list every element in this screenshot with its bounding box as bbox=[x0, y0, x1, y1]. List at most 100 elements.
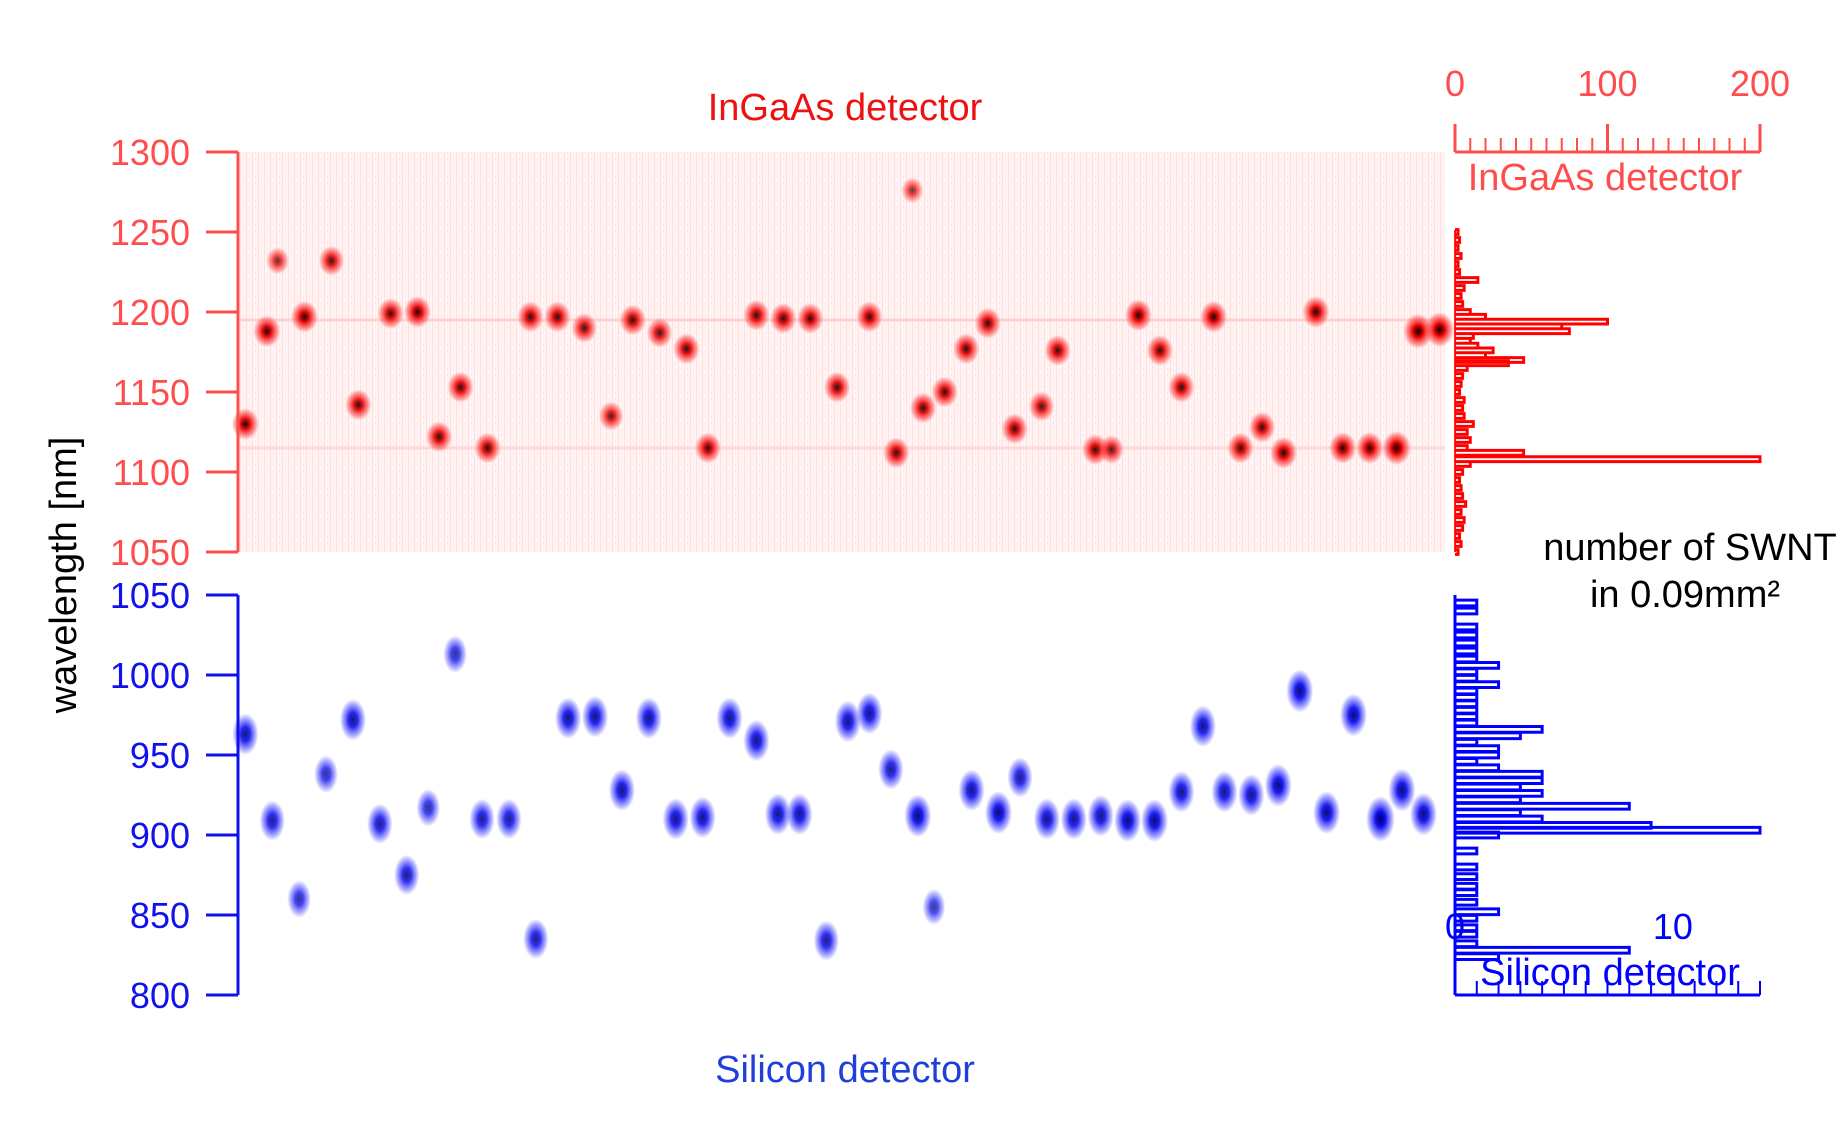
spectral-spot bbox=[1270, 436, 1298, 469]
spectral-spot bbox=[403, 296, 432, 328]
ingaas-histogram-line bbox=[1455, 228, 1762, 556]
spectral-spot bbox=[662, 798, 689, 840]
spectral-spot bbox=[1146, 334, 1174, 366]
spectral-spot bbox=[253, 315, 281, 348]
spectral-spot bbox=[910, 392, 937, 424]
spectral-spot bbox=[1365, 796, 1395, 842]
spectral-spot bbox=[377, 298, 404, 330]
spectral-spot bbox=[856, 301, 883, 333]
spectral-spot bbox=[554, 697, 582, 740]
spectral-spot bbox=[1382, 431, 1412, 465]
spectral-spot bbox=[1168, 371, 1195, 403]
spectral-spot bbox=[764, 793, 792, 836]
spectral-spot bbox=[856, 692, 883, 735]
count-label-line2: in 0.09mm² bbox=[1590, 574, 1780, 616]
spectral-spot bbox=[1329, 432, 1357, 464]
spectral-spot bbox=[266, 247, 290, 275]
y-axis-label: wavelength [nm] bbox=[43, 437, 85, 715]
y-tick-label: 1050 bbox=[110, 575, 190, 616]
spectral-spot bbox=[883, 437, 910, 469]
ingaas-title: InGaAs detector bbox=[708, 87, 983, 129]
spectral-spot bbox=[318, 245, 345, 276]
hist-tick-label: 100 bbox=[1577, 63, 1637, 104]
spectral-spot bbox=[1140, 799, 1169, 843]
spectral-spot bbox=[474, 432, 501, 464]
spectral-spot bbox=[469, 798, 495, 840]
spectral-spot bbox=[1238, 774, 1265, 816]
spectral-spot bbox=[1001, 413, 1028, 445]
spectral-spot bbox=[571, 313, 598, 343]
spectral-spot bbox=[797, 302, 824, 334]
silicon-histogram-line bbox=[1455, 598, 1762, 961]
spectral-spot bbox=[984, 791, 1013, 835]
spectral-spot bbox=[1313, 791, 1341, 835]
spectral-spot bbox=[287, 880, 312, 918]
spectral-spot bbox=[231, 408, 259, 440]
y-tick-label: 1300 bbox=[110, 132, 190, 173]
ingaas-heatmap bbox=[231, 152, 1455, 552]
y-tick-label: 1250 bbox=[110, 212, 190, 253]
silicon-histogram-label: Silicon detector bbox=[1480, 952, 1740, 994]
y-tick-label: 950 bbox=[130, 735, 190, 776]
y-tick-label: 1200 bbox=[110, 292, 190, 333]
spectral-spot bbox=[823, 371, 851, 403]
spectral-spot bbox=[619, 304, 646, 336]
spectral-spot bbox=[786, 793, 813, 836]
spectral-spot bbox=[581, 695, 609, 738]
spectral-spot bbox=[1248, 411, 1276, 443]
spectral-spot bbox=[1409, 792, 1438, 836]
spectral-spot bbox=[345, 389, 372, 421]
spectral-spot bbox=[1099, 435, 1124, 465]
spectral-spot bbox=[1087, 794, 1114, 837]
spectral-spot bbox=[1286, 669, 1314, 713]
spectral-spot bbox=[635, 697, 663, 740]
spectral-spot bbox=[447, 371, 474, 403]
hist-tick-label: 0 bbox=[1445, 63, 1465, 104]
spectral-spot bbox=[416, 788, 441, 827]
silicon-y-axis: 800 850 900 950 1000 1050 bbox=[110, 575, 240, 1016]
spectral-spot bbox=[394, 854, 420, 896]
spectral-spot bbox=[1033, 798, 1061, 840]
spectral-spot bbox=[958, 769, 985, 812]
spectral-spot bbox=[953, 333, 980, 365]
spectral-spot bbox=[901, 177, 924, 204]
y-tick-label: 900 bbox=[130, 815, 190, 856]
spectral-spot bbox=[598, 401, 624, 431]
ingaas-y-axis: 1050 1100 1150 1200 1250 1300 bbox=[110, 132, 240, 573]
spectral-spot bbox=[1044, 334, 1071, 366]
spectral-spot bbox=[1424, 312, 1455, 348]
ingaas-histogram-label: InGaAs detector bbox=[1468, 157, 1743, 199]
spectral-spot bbox=[878, 749, 904, 790]
spectral-spot bbox=[689, 796, 716, 839]
spectral-spot bbox=[694, 432, 722, 464]
spectral-spot bbox=[813, 920, 840, 961]
spectral-spot bbox=[523, 918, 549, 960]
spectral-spot bbox=[646, 317, 673, 348]
spectral-spot bbox=[770, 302, 797, 334]
spectral-spot bbox=[1211, 770, 1238, 813]
spectral-spot bbox=[496, 798, 522, 840]
count-label-line1: number of SWNT bbox=[1543, 527, 1837, 569]
spectral-spot bbox=[1227, 432, 1254, 464]
spectral-spot bbox=[834, 700, 862, 743]
silicon-title: Silicon detector bbox=[715, 1049, 975, 1091]
spectral-spot bbox=[544, 301, 571, 333]
spectral-spot bbox=[1028, 391, 1055, 422]
spectral-spot bbox=[1168, 770, 1195, 813]
spectral-spot bbox=[1124, 299, 1152, 332]
spectral-spot bbox=[743, 719, 770, 762]
spectral-spot bbox=[232, 713, 259, 756]
spectral-spot bbox=[608, 769, 636, 812]
y-tick-label: 1050 bbox=[110, 532, 190, 573]
spectral-spot bbox=[1388, 768, 1416, 812]
spectral-spot bbox=[1007, 757, 1033, 798]
spectral-spot bbox=[443, 635, 468, 674]
spectral-spot bbox=[1356, 432, 1384, 464]
silicon-heatmap bbox=[232, 635, 1438, 961]
spectral-spot bbox=[290, 300, 319, 333]
spectral-spot bbox=[1302, 296, 1330, 328]
spectral-spot bbox=[1114, 799, 1142, 843]
spectral-spot bbox=[1339, 693, 1368, 737]
spectral-spot bbox=[922, 888, 946, 926]
